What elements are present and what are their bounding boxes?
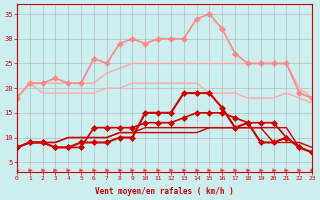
- X-axis label: Vent moyen/en rafales ( km/h ): Vent moyen/en rafales ( km/h ): [95, 187, 234, 196]
